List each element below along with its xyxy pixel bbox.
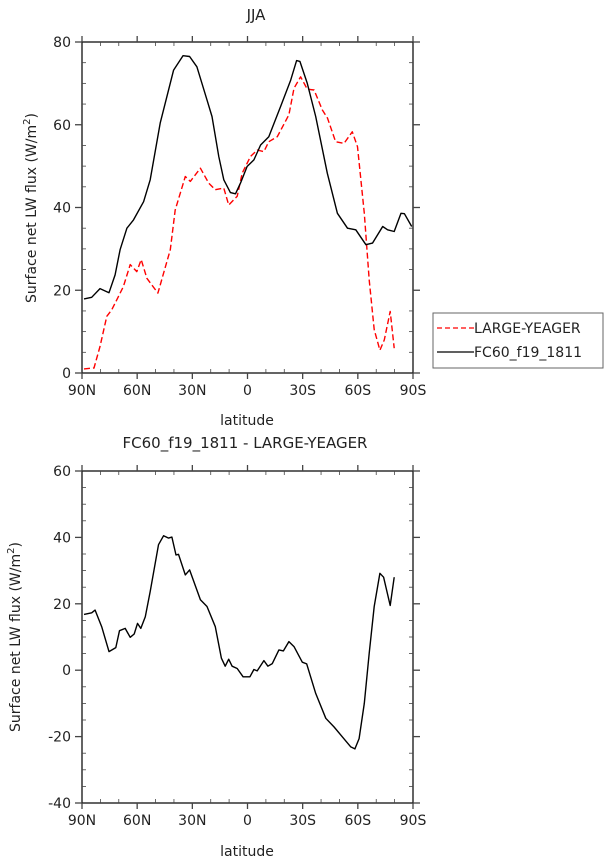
x-tick-label: 30S	[289, 813, 316, 829]
x-tick-label: 90N	[68, 813, 96, 829]
legend-label-large-yeager: LARGE-YEAGER	[474, 321, 581, 337]
y-tick-label: 0	[62, 366, 71, 382]
legend-box	[432, 312, 604, 369]
y-tick-label: -40	[48, 796, 71, 812]
x-tick-label: 60S	[344, 383, 371, 399]
x-tick-label: 30S	[289, 383, 316, 399]
x-tick-label: 0	[243, 813, 252, 829]
x-axis-label: latitude	[220, 413, 274, 429]
x-tick-label: 60N	[123, 383, 151, 399]
y-tick-label: 60	[53, 118, 71, 134]
y-axis-label-sup: 2	[6, 547, 17, 553]
y-axis-label-sup: 2	[22, 118, 33, 124]
series-line-fc60-f19-1811	[83, 55, 413, 300]
y-tick-label: 20	[53, 597, 71, 613]
x-tick-label: 0	[243, 383, 252, 399]
x-tick-label: 90S	[400, 383, 427, 399]
y-tick-label: 60	[53, 464, 71, 480]
y-tick-label: 80	[53, 35, 71, 51]
series-line-large-yeager	[83, 76, 395, 370]
y-tick-label: 0	[62, 663, 71, 679]
legend: LARGE-YEAGER FC60_f19_1811	[432, 312, 604, 369]
x-tick-label: 90N	[68, 383, 96, 399]
y-axis-label-text: Surface net LW flux (W/m	[8, 554, 24, 732]
x-tick-label: 60S	[344, 813, 371, 829]
plot-difference: FC60_f19_1811 - LARGE-YEAGER latitude Su…	[6, 434, 426, 860]
chart-title: FC60_f19_1811 - LARGE-YEAGER	[123, 434, 368, 453]
y-tick-label: 40	[53, 530, 71, 546]
y-axis-label-text: Surface net LW flux (W/m	[24, 125, 40, 303]
chart-title: JJA	[246, 6, 267, 24]
x-tick-label: 30N	[178, 813, 206, 829]
x-axis-label: latitude	[220, 844, 274, 860]
y-axis-label: Surface net LW flux (W/m2)	[6, 542, 24, 732]
series-line-difference	[83, 535, 395, 750]
plot-jja: JJA latitude Surface net LW flux (W/m2) …	[22, 6, 426, 429]
y-tick-label: 40	[53, 201, 71, 217]
x-tick-label: 60N	[123, 813, 151, 829]
y-axis-label: Surface net LW flux (W/m2)	[22, 113, 40, 303]
x-tick-label: 90S	[400, 813, 427, 829]
legend-label-fc60: FC60_f19_1811	[474, 345, 582, 361]
x-tick-label: 30N	[178, 383, 206, 399]
y-axis-label-close: )	[8, 542, 24, 547]
plot-frame	[81, 41, 414, 374]
y-tick-label: 20	[53, 283, 71, 299]
y-tick-label: -20	[48, 730, 71, 746]
y-axis-label-close: )	[24, 113, 40, 118]
